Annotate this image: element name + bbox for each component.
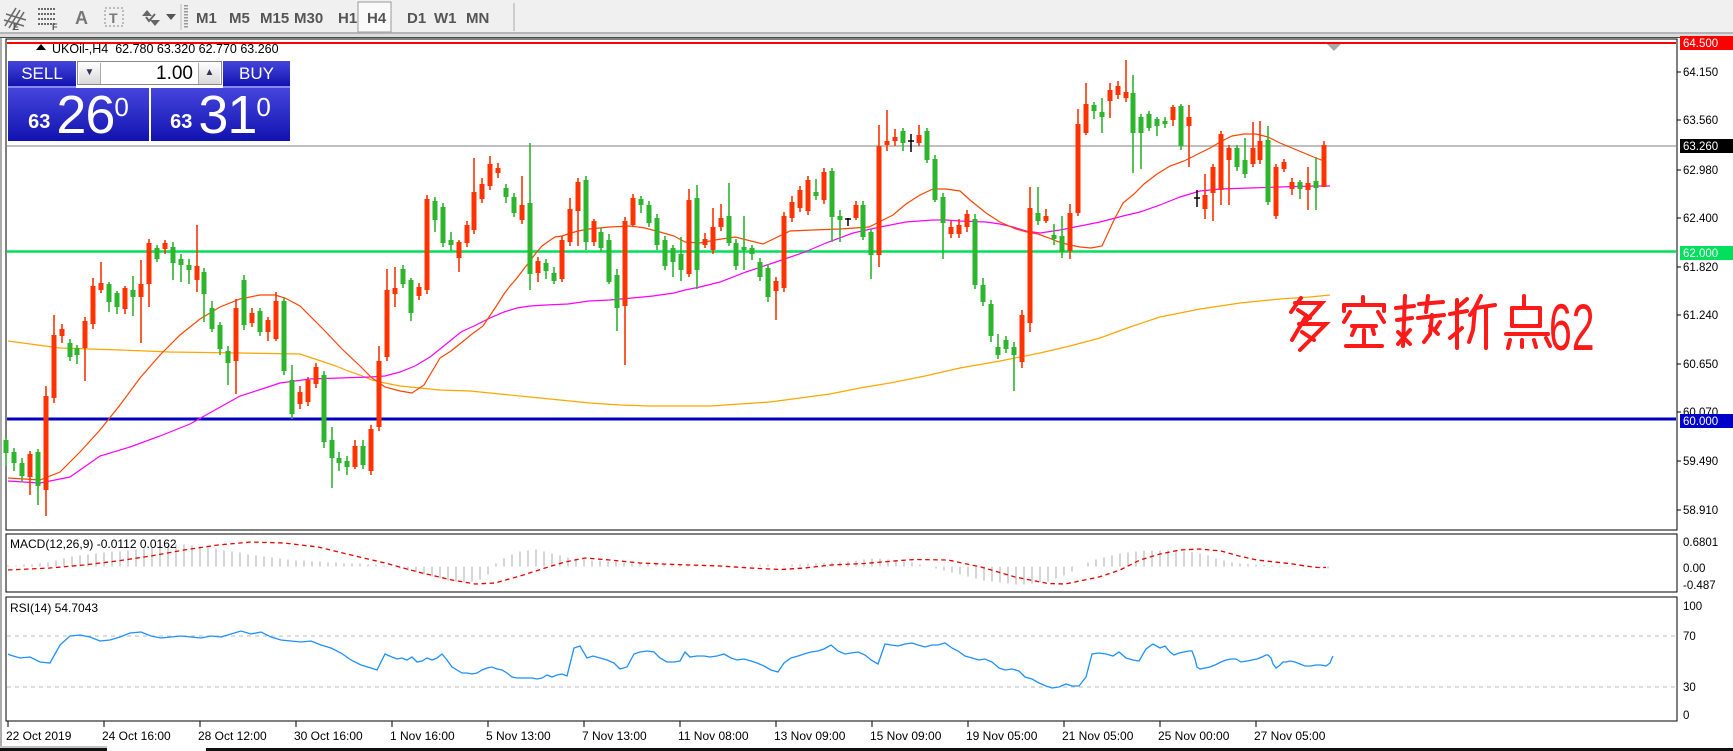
svg-text:28 Oct 12:00: 28 Oct 12:00 xyxy=(198,729,267,743)
svg-text:62.980: 62.980 xyxy=(1683,165,1718,177)
svg-text:62.000: 62.000 xyxy=(1683,248,1718,260)
svg-text:70: 70 xyxy=(1683,631,1696,643)
svg-text:21 Nov 05:00: 21 Nov 05:00 xyxy=(1062,729,1134,743)
svg-text:M30: M30 xyxy=(294,10,323,27)
svg-text:60.650: 60.650 xyxy=(1683,359,1718,371)
svg-text:19 Nov 05:00: 19 Nov 05:00 xyxy=(966,729,1038,743)
svg-text:UKOil-,H4 62.780 63.320 62.77: UKOil-,H4 62.780 63.320 62.770 63.260 xyxy=(52,42,279,56)
svg-text:62.400: 62.400 xyxy=(1683,213,1718,225)
svg-text:64.150: 64.150 xyxy=(1683,67,1718,79)
svg-text:25 Nov 00:00: 25 Nov 00:00 xyxy=(1158,729,1230,743)
svg-text:1 Nov 16:00: 1 Nov 16:00 xyxy=(390,729,455,743)
svg-text:E: E xyxy=(13,22,19,32)
svg-text:M15: M15 xyxy=(260,10,289,27)
svg-text:24 Oct 16:00: 24 Oct 16:00 xyxy=(102,729,171,743)
svg-text:64.500: 64.500 xyxy=(1683,38,1718,50)
svg-text:63.560: 63.560 xyxy=(1683,115,1718,127)
svg-text:H4: H4 xyxy=(367,10,387,27)
svg-text:T: T xyxy=(109,10,118,26)
svg-text:13 Nov 09:00: 13 Nov 09:00 xyxy=(774,729,846,743)
svg-text:RSI(14) 54.7043: RSI(14) 54.7043 xyxy=(10,601,98,615)
svg-text:MACD(12,26,9) -0.0112 0.0162: MACD(12,26,9) -0.0112 0.0162 xyxy=(10,537,177,551)
svg-text:62: 62 xyxy=(1549,290,1595,365)
svg-text:63.260: 63.260 xyxy=(1683,141,1718,153)
svg-text:100: 100 xyxy=(1683,601,1702,613)
svg-text:27 Nov 05:00: 27 Nov 05:00 xyxy=(1254,729,1326,743)
svg-text:30: 30 xyxy=(1683,682,1696,694)
svg-text:M1: M1 xyxy=(196,10,217,27)
svg-text:60.000: 60.000 xyxy=(1683,416,1718,428)
svg-text:H1: H1 xyxy=(338,10,357,27)
svg-text:11 Nov 08:00: 11 Nov 08:00 xyxy=(678,729,749,743)
svg-text:D1: D1 xyxy=(407,10,426,27)
svg-text:W1: W1 xyxy=(434,10,457,27)
svg-text:5 Nov 13:00: 5 Nov 13:00 xyxy=(486,729,551,743)
svg-text:MN: MN xyxy=(466,10,489,27)
svg-text:30 Oct 16:00: 30 Oct 16:00 xyxy=(294,729,363,743)
svg-text:61.240: 61.240 xyxy=(1683,310,1718,322)
svg-text:0: 0 xyxy=(1683,710,1689,722)
svg-text:M5: M5 xyxy=(229,10,250,27)
svg-text:58.910: 58.910 xyxy=(1683,505,1718,517)
svg-text:7 Nov 13:00: 7 Nov 13:00 xyxy=(582,729,647,743)
svg-text:61.820: 61.820 xyxy=(1683,262,1718,274)
svg-text:A: A xyxy=(75,8,88,28)
svg-text:22 Oct 2019: 22 Oct 2019 xyxy=(6,729,72,743)
svg-text:-0.487: -0.487 xyxy=(1683,580,1716,592)
svg-text:0.00: 0.00 xyxy=(1683,563,1705,575)
svg-text:59.490: 59.490 xyxy=(1683,456,1718,468)
svg-text:F: F xyxy=(52,22,58,32)
svg-text:15 Nov 09:00: 15 Nov 09:00 xyxy=(870,729,942,743)
svg-text:0.6801: 0.6801 xyxy=(1683,537,1718,549)
